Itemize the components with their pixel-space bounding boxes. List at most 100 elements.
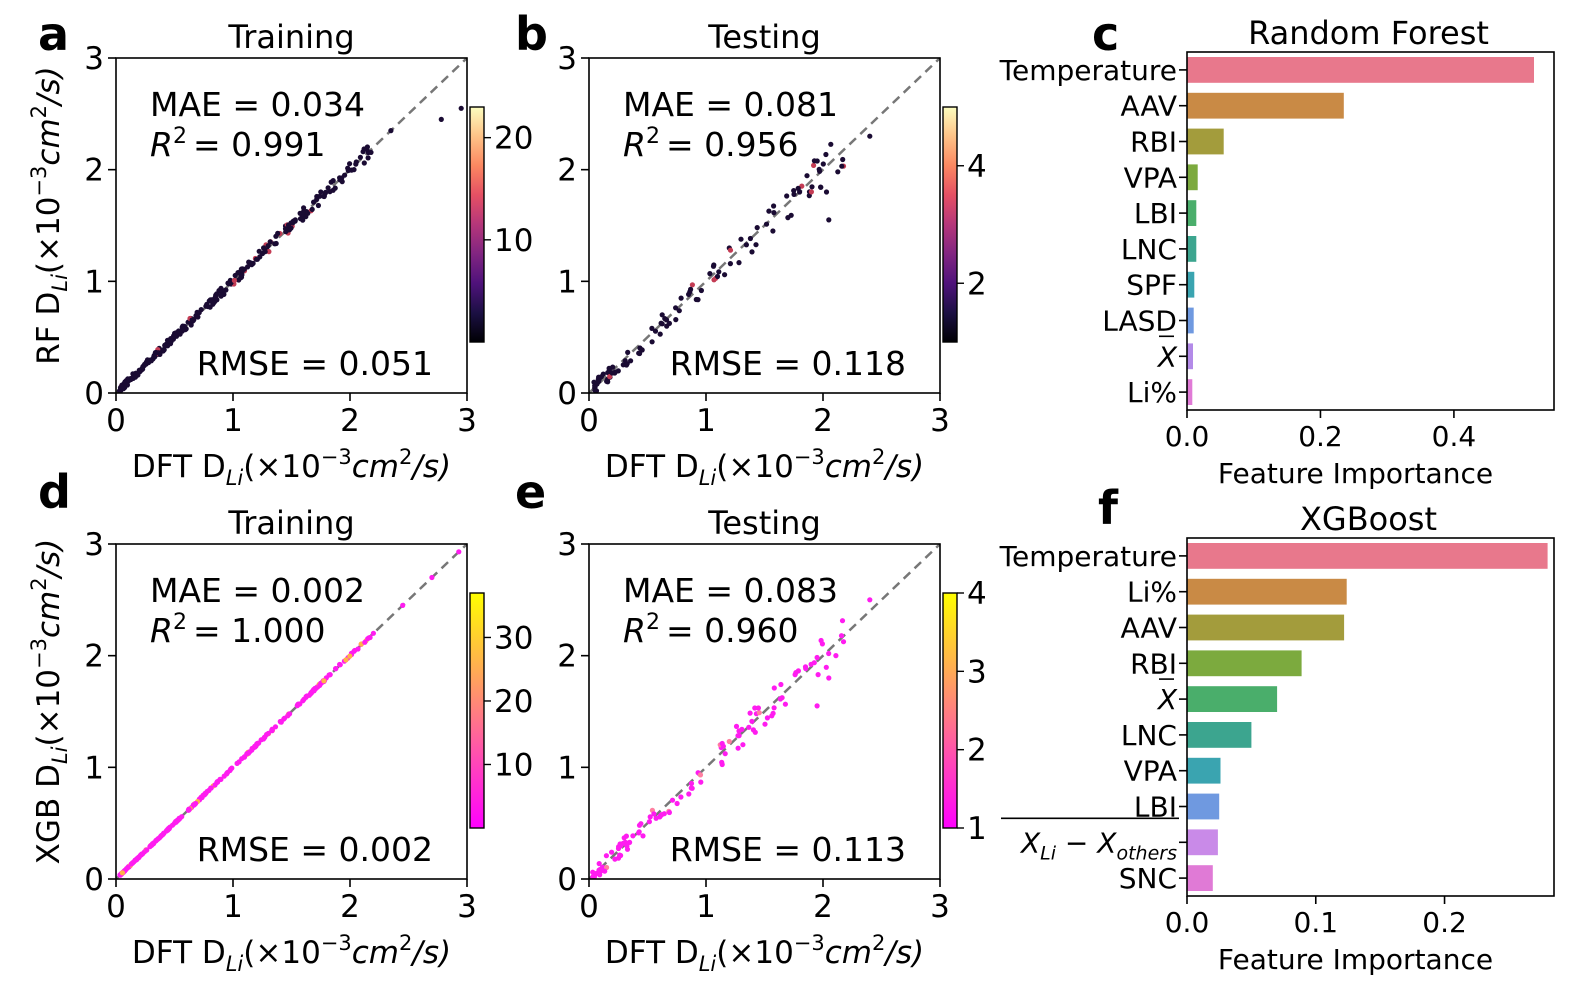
x-tick-label: 3: [457, 403, 477, 439]
data-point: [820, 161, 826, 167]
mae-label: MAE = 0.002: [150, 571, 365, 610]
r2-label: R2 = 0.956: [623, 124, 799, 164]
bar: [1187, 128, 1224, 155]
data-point: [266, 249, 272, 255]
data-point: [637, 350, 643, 357]
bar: [1187, 236, 1197, 262]
data-point: [749, 718, 755, 724]
data-point: [818, 184, 824, 190]
data-point: [161, 347, 167, 353]
colorbar-tick-label: 2: [967, 733, 987, 769]
axes-frame: [1186, 537, 1555, 897]
data-points: [591, 133, 873, 394]
data-point: [224, 771, 230, 777]
data-point: [438, 116, 444, 122]
data-point: [738, 236, 744, 242]
data-point: [229, 765, 235, 771]
bar: [1187, 722, 1252, 748]
x-tick-label: 0.1: [1294, 906, 1339, 939]
data-point: [814, 158, 820, 164]
data-point: [778, 681, 784, 688]
bar: [1187, 543, 1548, 569]
data-point: [352, 647, 358, 654]
data-point: [388, 128, 394, 134]
chart-title: Random Forest: [1248, 14, 1489, 52]
chart-title: Testing: [707, 504, 821, 542]
data-point: [301, 205, 307, 211]
data-point: [343, 657, 349, 663]
y-tick-label: 2: [557, 639, 577, 675]
data-point: [265, 243, 271, 249]
colorbar-tick-label: 10: [494, 747, 533, 783]
data-point: [771, 203, 777, 209]
axes-frame: [115, 57, 468, 394]
rmse-label: RMSE = 0.002: [197, 830, 433, 869]
data-point: [168, 336, 174, 342]
data-point: [304, 693, 310, 699]
colorbar-tick-label: 1: [967, 811, 987, 847]
data-point: [132, 373, 138, 380]
data-point: [753, 242, 759, 248]
x-tick-label: 1: [223, 403, 243, 439]
data-point: [804, 173, 810, 179]
data-point: [297, 216, 304, 222]
data-point: [179, 814, 185, 820]
data-point: [315, 202, 321, 209]
data-point: [365, 636, 371, 642]
data-point: [762, 721, 768, 727]
panel-label-e: e: [515, 465, 546, 519]
data-point: [630, 833, 636, 839]
y-tick-label: 0: [557, 862, 577, 898]
data-point: [714, 273, 721, 280]
bar: [1187, 92, 1344, 119]
category-label: AAV: [1121, 90, 1177, 123]
data-point: [272, 241, 278, 247]
x-tick-label: 1: [223, 889, 243, 925]
category-label: VPA: [1124, 161, 1177, 194]
data-point: [262, 249, 268, 255]
y-tick-label: 1: [84, 264, 104, 300]
category-label: SNC: [1119, 862, 1177, 895]
data-point: [144, 847, 150, 853]
mae-label: MAE = 0.081: [623, 85, 838, 124]
data-point: [811, 162, 817, 168]
data-point: [814, 654, 820, 661]
data-point: [782, 701, 789, 707]
bar: [1187, 164, 1198, 191]
data-point: [840, 639, 847, 645]
data-point: [218, 776, 224, 783]
category-label: RBI: [1130, 126, 1177, 159]
category-label: X: [1156, 340, 1178, 373]
category-label: Temperature: [999, 54, 1177, 87]
data-point: [811, 660, 817, 666]
data-point: [218, 292, 224, 298]
y-tick-label: 3: [557, 527, 577, 563]
data-point: [747, 710, 753, 716]
data-point: [318, 189, 324, 195]
data-point: [286, 711, 292, 717]
data-point: [707, 271, 713, 277]
data-point: [211, 300, 217, 306]
data-point: [771, 685, 777, 691]
data-point: [819, 641, 826, 647]
data-point: [347, 653, 353, 659]
y-tick-label: 3: [84, 527, 104, 563]
data-point: [429, 574, 435, 581]
data-point: [689, 282, 696, 288]
data-point: [603, 853, 610, 859]
data-point: [839, 618, 846, 624]
rmse-label: RMSE = 0.118: [670, 344, 906, 383]
data-point: [746, 724, 752, 730]
data-point: [736, 733, 742, 739]
bar: [1187, 578, 1347, 605]
y-tick-label: 1: [84, 750, 104, 786]
data-point: [238, 275, 244, 281]
data-point: [764, 715, 771, 721]
y-tick-label: 0: [84, 376, 104, 412]
data-point: [155, 836, 161, 842]
panel-label-b: b: [515, 7, 548, 61]
rmse-label: RMSE = 0.113: [670, 830, 906, 869]
data-point: [797, 189, 803, 195]
data-point: [285, 222, 292, 228]
